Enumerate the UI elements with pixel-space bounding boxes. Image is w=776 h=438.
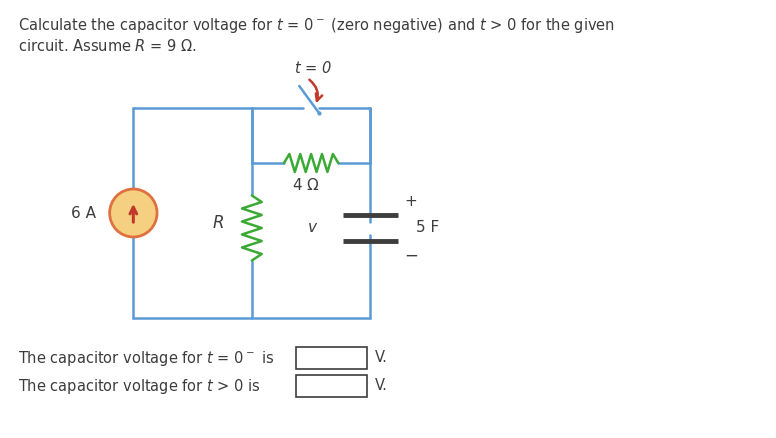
Text: 5 F: 5 F [416,220,439,236]
Text: The capacitor voltage for $t$ > 0 is: The capacitor voltage for $t$ > 0 is [18,377,261,396]
Text: Calculate the capacitor voltage for $t$ = 0$^-$ (zero negative) and $t$ > 0 for : Calculate the capacitor voltage for $t$ … [18,16,615,35]
Text: circuit. Assume $R$ = 9 $\Omega$.: circuit. Assume $R$ = 9 $\Omega$. [18,38,196,54]
Text: 6 A: 6 A [71,205,95,220]
Text: V.: V. [376,350,388,365]
Circle shape [109,189,157,237]
Text: 4 $\Omega$: 4 $\Omega$ [293,177,320,193]
Text: −: − [404,247,417,265]
Bar [296,375,367,397]
Text: $R$: $R$ [212,214,224,232]
Text: +: + [404,194,417,209]
Bar [296,347,367,369]
Text: $v$: $v$ [307,220,318,236]
Text: V.: V. [376,378,388,393]
Text: $t$ = 0: $t$ = 0 [294,60,332,76]
Text: The capacitor voltage for $t$ = 0$^-$ is: The capacitor voltage for $t$ = 0$^-$ is [18,349,274,367]
